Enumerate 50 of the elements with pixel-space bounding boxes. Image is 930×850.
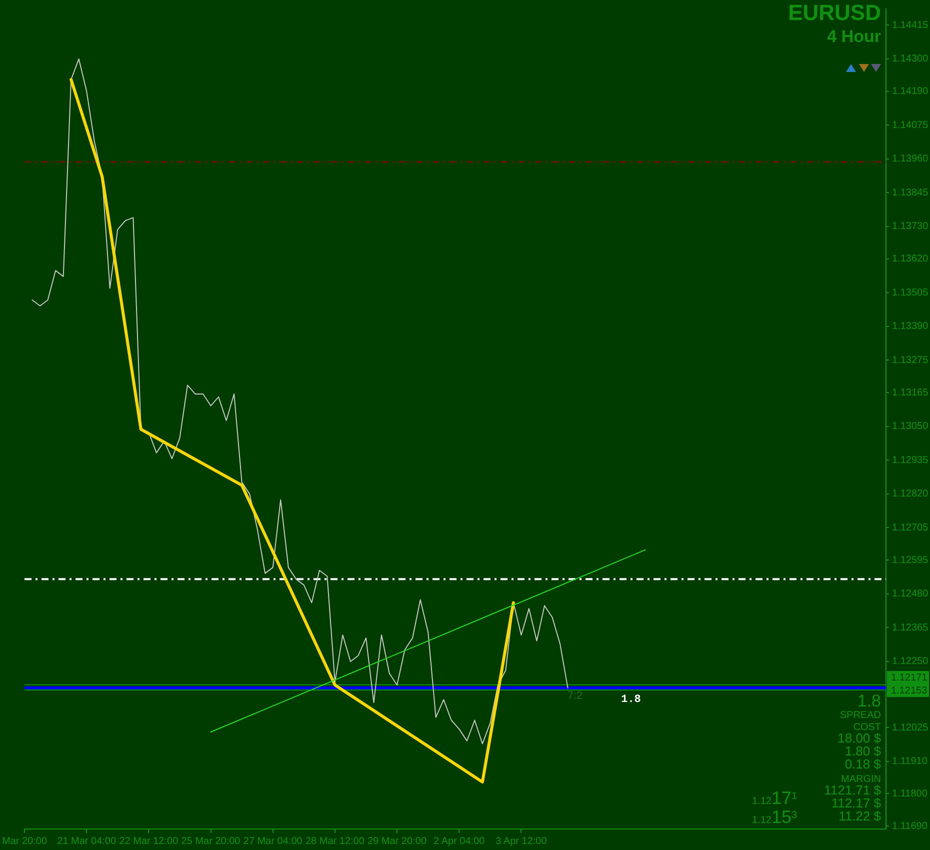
y-tick-label: 1.12250 xyxy=(892,656,929,668)
annotation: 1.80 $ xyxy=(844,744,882,759)
x-tick-label: 25 Mar 20:00 xyxy=(181,836,241,847)
y-tick-label: 1.12365 xyxy=(892,622,929,634)
y-tick-label: 1.13165 xyxy=(892,387,929,398)
annotation: 1.1215$^{3}$ xyxy=(752,807,798,827)
ref-line-label: 1.12171 xyxy=(891,672,928,684)
annotation: 0.18 $ xyxy=(844,756,882,772)
y-tick-label: 1.13845 xyxy=(892,187,929,198)
x-tick-label: Mar 20:00 xyxy=(2,836,48,847)
y-tick-label: 1.13960 xyxy=(892,154,929,165)
x-tick-label: 29 Mar 20:00 xyxy=(368,836,427,847)
annotation: 11.22 $ xyxy=(838,808,882,824)
y-tick-label: 1.13050 xyxy=(892,421,929,432)
annotation: COST xyxy=(853,722,881,733)
annotation: 1.8 xyxy=(857,692,881,711)
annotation: 18.00 $ xyxy=(838,730,882,746)
y-tick-label: 1.12935 xyxy=(892,454,929,466)
x-tick-label: 3 Apr 12:00 xyxy=(496,836,548,847)
annotation: 1.1217$^{1}$ xyxy=(752,788,798,808)
annotation: 112.17 $ xyxy=(831,796,882,811)
y-tick-label: 1.13390 xyxy=(892,321,929,332)
y-tick-label: 1.13505 xyxy=(892,287,929,298)
y-tick-label: 1.11800 xyxy=(892,788,928,800)
y-tick-label: 1.14190 xyxy=(892,86,929,98)
annotation: SPREAD xyxy=(840,710,881,721)
y-tick-label: 1.13620 xyxy=(892,254,929,265)
x-tick-label: 27 Mar 04:00 xyxy=(243,836,303,847)
y-tick-label: 1.13730 xyxy=(892,221,929,232)
x-tick-label: 2 Apr 04:00 xyxy=(434,836,486,847)
x-tick-label: 28 Mar 12:00 xyxy=(305,836,365,847)
y-tick-label: 1.11910 xyxy=(892,756,928,768)
y-tick-label: 1.12820 xyxy=(892,488,929,500)
y-tick-label: 1.12480 xyxy=(892,588,929,600)
y-tick-label: 1.11690 xyxy=(892,820,928,832)
annotation: MARGIN xyxy=(841,774,881,785)
y-tick-label: 1.12025 xyxy=(892,722,929,734)
chart-title: EURUSD xyxy=(788,0,881,26)
y-tick-label: 1.12595 xyxy=(892,554,929,566)
y-tick-label: 1.14415 xyxy=(892,20,929,31)
y-tick-label: 1.14075 xyxy=(892,120,929,131)
x-tick-label: 22 Mar 12:00 xyxy=(119,836,179,847)
y-tick-label: 1.14300 xyxy=(892,54,929,65)
ref-line-label: 1.12153 xyxy=(891,686,928,697)
y-tick-label: 1.12705 xyxy=(892,522,929,534)
annotation: 1121.71 $ xyxy=(824,782,882,798)
text: 4 Hour xyxy=(827,27,882,46)
y-tick-label: 1.13275 xyxy=(892,354,929,366)
annotation: 1.8 xyxy=(621,694,642,706)
x-tick-label: 21 Mar 04:00 xyxy=(57,836,116,847)
